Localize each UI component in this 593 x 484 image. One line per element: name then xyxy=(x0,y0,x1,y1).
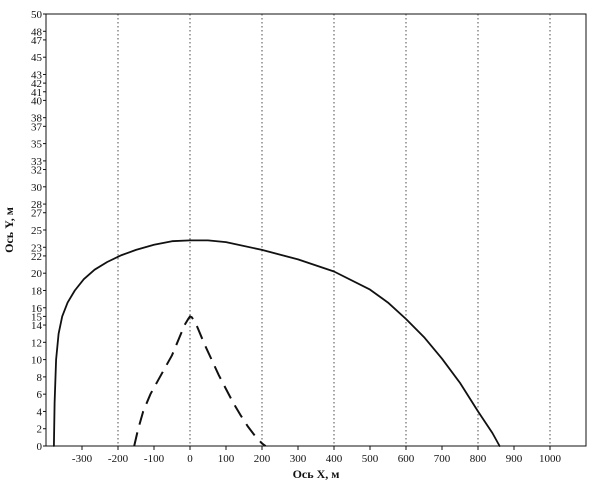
y-tick-label: 6 xyxy=(37,389,43,401)
y-tick-label: 18 xyxy=(31,285,43,297)
x-tick-label: 700 xyxy=(434,453,451,465)
x-axis-label: Ось X, м xyxy=(293,467,340,481)
plot-frame xyxy=(45,13,587,447)
y-tick-label: 8 xyxy=(37,372,43,384)
x-tick-label: 400 xyxy=(326,453,343,465)
y-tick-label: 23 xyxy=(31,242,43,254)
y-tick-label: 48 xyxy=(31,26,43,38)
y-tick-label: 47 xyxy=(31,35,43,47)
x-tick-label: 200 xyxy=(254,453,271,465)
y-tick-label: 15 xyxy=(31,311,43,323)
y-tick-label: 38 xyxy=(31,113,43,125)
y-tick-label: 14 xyxy=(31,320,43,332)
x-tick-label: 600 xyxy=(398,453,415,465)
y-tick-label: 30 xyxy=(31,182,43,194)
x-tick-label: 100 xyxy=(218,453,235,465)
y-tick-label: 33 xyxy=(31,156,43,168)
y-tick-label: 20 xyxy=(31,268,43,280)
y-tick-label: 50 xyxy=(31,9,43,21)
y-tick-label: 4 xyxy=(37,406,43,418)
x-tick-label: -300 xyxy=(72,453,93,465)
y-tick-label: 12 xyxy=(31,337,42,349)
y-axis-label: Ось Y, м xyxy=(2,207,16,253)
y-tick-label: 25 xyxy=(31,225,43,237)
y-tick-label: 37 xyxy=(31,121,43,133)
y-tick-label: 27 xyxy=(31,208,43,220)
data-series xyxy=(53,239,501,447)
y-tick-label: 45 xyxy=(31,52,43,64)
y-tick-label: 41 xyxy=(31,87,42,99)
x-tick-label: 900 xyxy=(506,453,523,465)
y-tick-label: 42 xyxy=(31,78,42,90)
y-tick-label: 40 xyxy=(31,95,43,107)
y-tick-label: 2 xyxy=(37,424,43,436)
x-tick-label: -100 xyxy=(144,453,165,465)
x-tick-label: 800 xyxy=(470,453,487,465)
y-tick-label: 35 xyxy=(31,139,43,151)
x-tick-label: -200 xyxy=(108,453,129,465)
dashed-series-line xyxy=(133,315,267,447)
axis-ticks: -300 -200 -100 0 100 200 300 400 500 600 700 800 900… xyxy=(31,9,562,465)
y-tick-label: 0 xyxy=(37,441,43,453)
x-tick-label: 500 xyxy=(362,453,379,465)
x-tick-label: 1000 xyxy=(539,453,562,465)
y-tick-label: 32 xyxy=(31,165,42,177)
x-tick-label: 300 xyxy=(290,453,307,465)
y-tick-label: 28 xyxy=(31,199,43,211)
y-tick-label: 16 xyxy=(31,303,43,315)
y-tick-label: 43 xyxy=(31,69,43,81)
solid-series-line xyxy=(53,239,501,447)
y-tick-label: 10 xyxy=(31,355,43,367)
y-tick-label: 22 xyxy=(31,251,42,263)
x-tick-label: 0 xyxy=(187,453,193,465)
gridlines xyxy=(117,14,551,446)
